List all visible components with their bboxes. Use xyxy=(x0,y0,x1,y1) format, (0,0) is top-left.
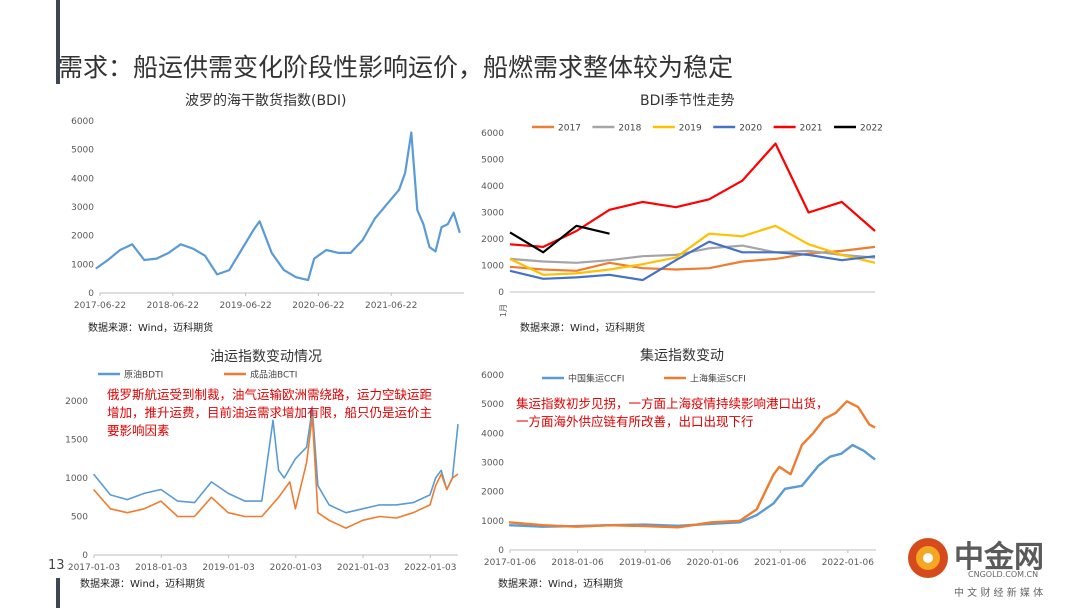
x-tick-label: 2017-01-06 xyxy=(484,558,537,568)
y-tick-label: 0 xyxy=(82,551,88,561)
x-tick-label: 2021-06-22 xyxy=(365,301,417,311)
y-tick-label: 2000 xyxy=(71,232,94,242)
chart-title-tanker: 油运指数变动情况 xyxy=(210,349,322,365)
y-tick-label: 0 xyxy=(88,289,94,299)
accent-bar-top xyxy=(56,0,60,84)
chart-tanker: 0 500 1000 1500 2000 2017-01-03 2018-01-03 2019… xyxy=(65,369,459,573)
y-tick-label: 5000 xyxy=(71,146,94,156)
legend-label: 原油BDTI xyxy=(124,369,163,381)
y-tick-label: 1500 xyxy=(65,436,88,446)
cngold-logo: 中金网 CNGOLD.COM.CN 中 文 财 经 新 媒 体 xyxy=(906,530,1066,602)
y-tick-label: 4000 xyxy=(71,174,94,184)
y-tick-label: 2000 xyxy=(481,235,504,245)
chart-title-container: 集运指数变动 xyxy=(640,348,724,364)
x-tick-label: 2019-06-22 xyxy=(219,301,271,311)
series-line-成品油BCTI xyxy=(92,415,459,529)
note-container: 集运指数初步见拐，一方面上海疫情持续影响港口出货，一方面海外供应链有所改善，出口… xyxy=(516,396,829,429)
y-tick-label: 500 xyxy=(71,513,88,523)
y-tick-label: 1000 xyxy=(481,517,504,527)
logo-emblem-icon xyxy=(908,538,948,578)
y-tick-label: 3000 xyxy=(481,459,504,469)
series-line-2022 xyxy=(509,224,610,254)
x-tick-label: 2020-01-06 xyxy=(687,558,740,568)
source-tanker: 数据来源：Wind，迈科期货 xyxy=(80,579,206,590)
y-tick-label: 1000 xyxy=(65,474,88,484)
logo-tagline: 中 文 财 经 新 媒 体 xyxy=(954,588,1044,599)
x-tick-label: 2017-01-03 xyxy=(68,563,120,573)
y-tick-label: 3000 xyxy=(481,209,504,219)
legend-label: 2022 xyxy=(860,124,883,134)
source-container: 数据来源：Wind，迈科期货 xyxy=(498,579,624,590)
x-tick-label: 2018-06-22 xyxy=(147,301,199,311)
x-tick-label: 2021-01-06 xyxy=(754,558,807,568)
source-bdi: 数据来源：Wind，迈科期货 xyxy=(88,323,214,334)
chart-container: 0 1000 2000 3000 4000 5000 6000 2017-01-06 2018-… xyxy=(481,371,876,568)
note-tanker: 俄罗斯航运受到制裁，油气运输欧洲需绕路，运力空缺运距增加，推升运费，目前油运需求… xyxy=(107,387,433,438)
legend-label: 2017 xyxy=(558,124,581,134)
legend-label: 2019 xyxy=(679,124,702,134)
series-line-原油BDTI xyxy=(92,407,459,514)
legend-label: 成品油BCTI xyxy=(250,369,297,381)
y-tick-label: 6000 xyxy=(481,371,504,381)
x-tick-label: 2019-01-03 xyxy=(202,563,254,573)
x-tick-label: 2022-01-06 xyxy=(822,558,875,568)
series-line-中国集运CCFI xyxy=(509,443,876,528)
series-line-2019 xyxy=(509,224,876,276)
x-tick-label: 2018-01-03 xyxy=(135,563,187,573)
y-tick-label: 2000 xyxy=(481,488,504,498)
chart-title-bdi: 波罗的海干散货指数(BDI) xyxy=(185,93,347,109)
legend-label: 2021 xyxy=(800,124,823,134)
source-bdi-seasonal: 数据来源：Wind，迈科期货 xyxy=(520,323,646,334)
y-tick-label: 3000 xyxy=(71,203,94,213)
y-tick-label: 1000 xyxy=(71,260,94,270)
legend-label: 2018 xyxy=(618,124,641,134)
series-line-bdi xyxy=(95,131,461,282)
y-tick-label: 1000 xyxy=(481,262,504,272)
y-tick-label: 4000 xyxy=(481,429,504,439)
x-tick-label: 2022-01-03 xyxy=(404,563,456,573)
y-tick-label: 5000 xyxy=(481,400,504,410)
x-tick-label: 2020-01-03 xyxy=(270,563,322,573)
logo-sub: CNGOLD.COM.CN xyxy=(968,570,1039,579)
series-line-2021 xyxy=(509,142,876,248)
legend-label: 上海集运SCFI xyxy=(690,373,746,385)
series-line-2020 xyxy=(509,240,876,282)
logo-text: 中金网 xyxy=(954,540,1044,575)
y-tick-label: 6000 xyxy=(71,117,94,127)
y-tick-label: 2000 xyxy=(65,397,88,407)
accent-bar-bottom xyxy=(56,578,60,608)
chart-title-bdi-seasonal: BDI季节性走势 xyxy=(640,93,735,109)
series-line-上海集运SCFI xyxy=(508,400,876,529)
x-tick-label: 2019-01-06 xyxy=(619,558,672,568)
series-line-2017 xyxy=(509,245,876,272)
y-tick-label: 4000 xyxy=(481,182,504,192)
x-tick-label: 2017-06-22 xyxy=(74,301,126,311)
x-axis-label: 1月 xyxy=(499,304,508,317)
page-number: 13 xyxy=(48,558,65,573)
legend-label: 中国集运CCFI xyxy=(568,373,624,385)
page-title: 需求：船运供需变化阶段性影响运价，船燃需求整体较为稳定 xyxy=(58,53,734,82)
legend-label: 2020 xyxy=(739,124,762,134)
x-tick-label: 2020-06-22 xyxy=(292,301,344,311)
y-tick-label: 0 xyxy=(498,546,504,556)
chart-bdi-seasonal: 0 1000 2000 3000 4000 5000 6000 1月 2017 2018 2019 2… xyxy=(481,124,883,318)
y-tick-label: 0 xyxy=(498,288,504,298)
y-tick-label: 6000 xyxy=(481,129,504,139)
chart-bdi: 0 1000 2000 3000 4000 5000 6000 2017-06-22 2018-… xyxy=(71,117,464,311)
y-tick-label: 5000 xyxy=(481,156,504,166)
x-tick-label: 2018-01-06 xyxy=(551,558,604,568)
x-tick-label: 2021-01-03 xyxy=(337,563,389,573)
